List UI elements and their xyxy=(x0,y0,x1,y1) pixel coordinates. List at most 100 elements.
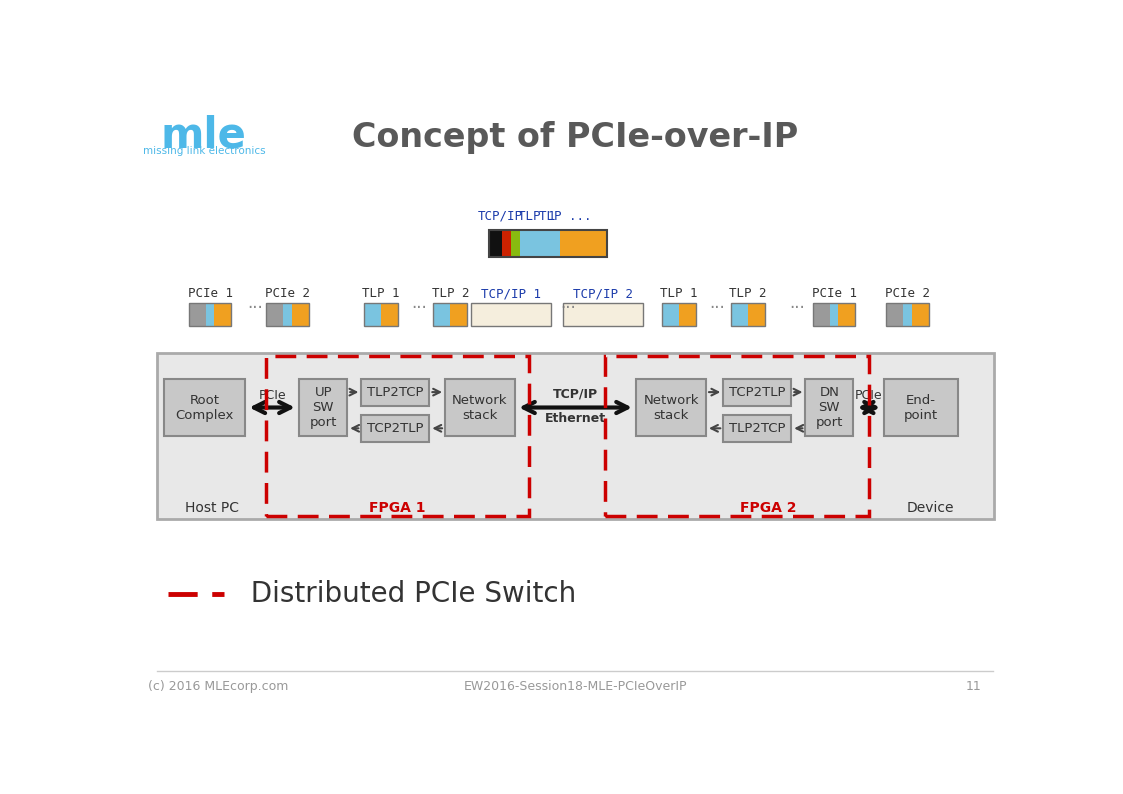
Bar xyxy=(372,303,381,326)
Bar xyxy=(521,303,531,326)
Text: TCP/IP: TCP/IP xyxy=(477,210,522,222)
Text: mle: mle xyxy=(161,114,247,156)
Text: Concept of PCIe-over-IP: Concept of PCIe-over-IP xyxy=(353,121,798,154)
Bar xyxy=(530,230,540,257)
Bar xyxy=(679,303,687,326)
Bar xyxy=(573,303,583,326)
Bar xyxy=(157,353,995,518)
Bar xyxy=(206,303,214,326)
Bar xyxy=(520,230,530,257)
Bar xyxy=(670,303,679,326)
Text: TCP/IP 2: TCP/IP 2 xyxy=(573,287,633,300)
Text: PCIe 2: PCIe 2 xyxy=(265,287,310,300)
Bar xyxy=(531,303,541,326)
Bar xyxy=(593,303,603,326)
Text: Host PC: Host PC xyxy=(184,501,239,515)
Text: TLP ...: TLP ... xyxy=(539,210,592,222)
Bar xyxy=(491,303,501,326)
Text: TLP2TCP: TLP2TCP xyxy=(367,386,423,399)
Text: ...: ... xyxy=(709,295,724,312)
Bar xyxy=(569,230,579,257)
Bar xyxy=(550,230,560,257)
Bar xyxy=(838,303,847,326)
Bar xyxy=(813,303,856,326)
Bar xyxy=(757,303,765,326)
Text: TLP 2: TLP 2 xyxy=(729,287,767,300)
Bar xyxy=(266,303,275,326)
Bar xyxy=(471,303,551,326)
Bar xyxy=(364,303,398,326)
Text: missing link electronics: missing link electronics xyxy=(143,146,265,156)
Bar xyxy=(198,303,206,326)
Bar xyxy=(597,230,606,257)
Bar xyxy=(501,303,511,326)
Bar xyxy=(381,303,390,326)
Text: Root
Complex: Root Complex xyxy=(175,394,234,422)
Bar xyxy=(362,414,429,441)
Text: ...: ... xyxy=(560,295,576,312)
Bar xyxy=(637,379,706,437)
Text: Device: Device xyxy=(907,501,955,515)
Bar xyxy=(511,230,520,257)
Bar xyxy=(189,303,198,326)
Bar xyxy=(661,303,696,326)
Bar xyxy=(613,303,623,326)
Bar xyxy=(275,303,283,326)
Bar xyxy=(445,379,514,437)
Bar xyxy=(605,356,869,515)
Bar xyxy=(283,303,292,326)
Bar xyxy=(189,303,231,326)
Bar xyxy=(390,303,398,326)
Bar xyxy=(433,303,441,326)
Bar xyxy=(748,303,757,326)
Bar xyxy=(540,230,550,257)
Text: TCP2TLP: TCP2TLP xyxy=(729,386,785,399)
Bar xyxy=(266,356,529,515)
Bar xyxy=(813,303,821,326)
Bar xyxy=(301,303,309,326)
Bar xyxy=(912,303,921,326)
Bar xyxy=(433,303,467,326)
Text: UP
SW
port: UP SW port xyxy=(310,386,337,429)
Bar xyxy=(362,379,429,406)
Text: ...: ... xyxy=(247,295,263,312)
Bar xyxy=(292,303,301,326)
Bar xyxy=(450,303,459,326)
Text: Network
stack: Network stack xyxy=(643,394,699,422)
Bar xyxy=(214,303,222,326)
Text: (c) 2016 MLEcorp.com: (c) 2016 MLEcorp.com xyxy=(148,680,289,693)
Bar xyxy=(299,379,347,437)
Bar xyxy=(560,230,569,257)
Bar xyxy=(731,303,739,326)
Text: PCIe 1: PCIe 1 xyxy=(812,287,857,300)
Bar xyxy=(723,379,792,406)
Bar xyxy=(633,303,643,326)
Bar xyxy=(886,303,895,326)
Text: TLP 1: TLP 1 xyxy=(660,287,697,300)
Bar xyxy=(805,379,853,437)
Bar xyxy=(459,303,467,326)
Text: PCIe 1: PCIe 1 xyxy=(188,287,232,300)
Bar xyxy=(579,230,588,257)
Bar xyxy=(847,303,856,326)
Bar xyxy=(490,230,606,257)
Bar xyxy=(222,303,231,326)
Bar xyxy=(687,303,696,326)
Text: TCP2TLP: TCP2TLP xyxy=(367,422,423,435)
Bar xyxy=(885,379,958,437)
Text: PCIe 2: PCIe 2 xyxy=(885,287,930,300)
Bar xyxy=(603,303,613,326)
Text: End-
point: End- point xyxy=(904,394,938,422)
Bar xyxy=(563,303,643,326)
Bar xyxy=(364,303,372,326)
Bar xyxy=(266,303,309,326)
Bar xyxy=(921,303,929,326)
Bar xyxy=(471,303,481,326)
Text: Ethernet: Ethernet xyxy=(545,412,605,425)
Bar xyxy=(563,303,573,326)
Text: TLP 1: TLP 1 xyxy=(362,287,400,300)
Text: TLP 2: TLP 2 xyxy=(431,287,469,300)
Bar xyxy=(490,230,502,257)
Text: ...: ... xyxy=(789,295,805,312)
Bar xyxy=(441,303,450,326)
